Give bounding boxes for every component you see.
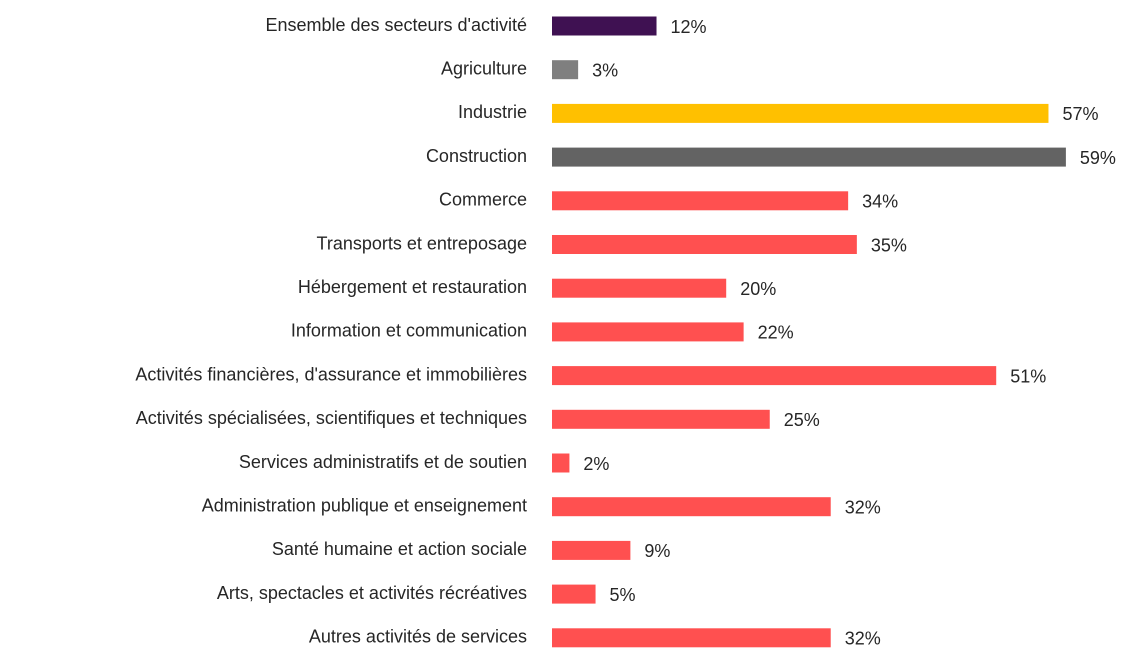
category-label: Arts, spectacles et activités récréative… [217, 583, 527, 603]
bar [552, 322, 744, 342]
category-label: Commerce [439, 190, 527, 210]
value-label: 34% [862, 192, 898, 212]
value-label: 3% [592, 60, 618, 80]
value-label: 59% [1080, 148, 1116, 168]
bar [552, 628, 831, 648]
value-label: 32% [845, 629, 881, 649]
value-label: 35% [871, 235, 907, 255]
bar [552, 366, 997, 386]
bar [552, 584, 596, 604]
bar [552, 60, 579, 80]
category-label: Industrie [458, 102, 527, 122]
bar [552, 147, 1066, 167]
value-label: 2% [583, 454, 609, 474]
bar [552, 453, 570, 473]
value-label: 51% [1010, 366, 1046, 386]
bar [552, 497, 831, 517]
category-label: Services administratifs et de soutien [239, 452, 527, 472]
bar [552, 540, 631, 560]
category-label: Autres activités de services [309, 627, 527, 647]
bar [552, 409, 770, 429]
value-label: 32% [845, 497, 881, 517]
value-label: 12% [671, 17, 707, 37]
bar [552, 278, 727, 298]
category-label: Agriculture [441, 58, 527, 78]
bar [552, 191, 849, 211]
category-label: Ensemble des secteurs d'activité [265, 15, 527, 35]
bar [552, 235, 857, 254]
value-label: 20% [740, 279, 776, 299]
category-label: Information et communication [291, 321, 527, 341]
category-label: Hébergement et restauration [298, 277, 527, 297]
category-label: Administration publique et enseignement [202, 495, 527, 515]
value-label: 25% [784, 410, 820, 430]
category-label: Santé humaine et action sociale [272, 539, 527, 559]
value-label: 9% [644, 541, 670, 561]
category-label: Activités financières, d'assurance et im… [135, 364, 527, 384]
value-label: 22% [758, 323, 794, 343]
bar [552, 16, 657, 36]
category-label: Activités spécialisées, scientifiques et… [136, 408, 527, 428]
value-label: 57% [1062, 104, 1098, 124]
category-label: Construction [426, 146, 527, 166]
value-label: 5% [610, 585, 636, 605]
category-label: Transports et entreposage [317, 233, 527, 253]
bar [552, 103, 1049, 123]
